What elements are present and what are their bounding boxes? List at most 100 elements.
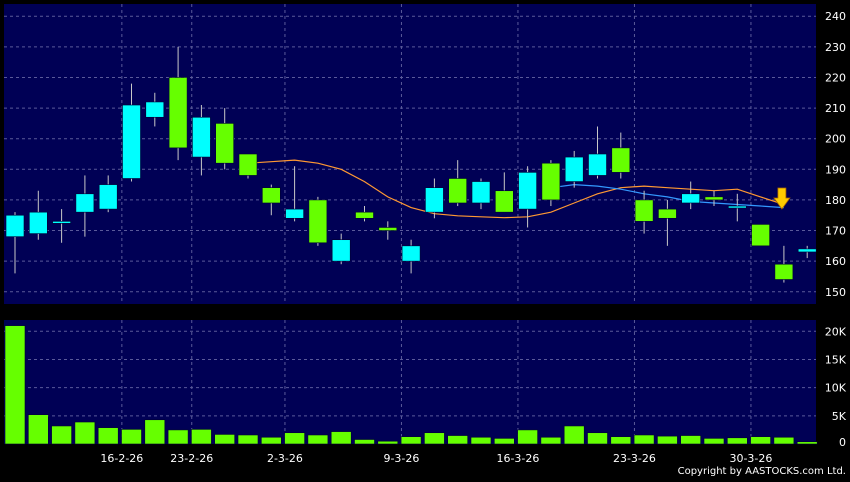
volume-bar — [633, 434, 655, 445]
copyright-text: Copyright by AASTOCKS.com Ltd. — [678, 466, 846, 477]
volume-tick-label: 5K — [832, 410, 847, 423]
candle — [215, 108, 234, 170]
candle-body — [681, 193, 701, 204]
candle-body — [471, 181, 491, 204]
candle — [727, 193, 747, 222]
candle — [145, 92, 165, 127]
candle — [425, 178, 444, 219]
price-tick-label: 240 — [825, 10, 846, 23]
candle-body — [308, 199, 328, 244]
date-tick-label: 2-3-26 — [267, 452, 303, 465]
date-tick-label: 23-3-26 — [613, 452, 656, 465]
candle-body — [634, 199, 654, 222]
volume-bar — [517, 429, 538, 445]
candle-body — [797, 248, 817, 253]
volume-bar — [237, 434, 259, 445]
candle-body — [518, 172, 537, 210]
candle — [261, 184, 281, 216]
volume-bar — [51, 425, 72, 445]
candle — [611, 132, 631, 179]
volume-bar — [354, 439, 375, 445]
candle-body — [215, 123, 234, 164]
candle-body — [331, 239, 351, 262]
candle — [797, 245, 817, 259]
volume-bar — [377, 440, 399, 445]
date-tick-label: 16-2-26 — [100, 452, 143, 465]
volume-bar — [493, 438, 515, 445]
volume-bar — [167, 429, 189, 445]
volume-panel — [4, 320, 816, 444]
volume-bar — [703, 438, 725, 445]
date-tick-label: 30-3-26 — [729, 452, 772, 465]
candle — [704, 190, 724, 207]
candle-body — [611, 147, 631, 173]
candle-body — [774, 263, 794, 280]
candle — [634, 190, 654, 234]
candle-body — [285, 208, 304, 219]
candle-body — [401, 245, 421, 262]
candle-body — [98, 184, 118, 210]
volume-bar — [726, 437, 748, 445]
candle-body — [727, 205, 747, 209]
candle-body — [658, 208, 677, 219]
candle-body — [588, 153, 607, 176]
candle — [75, 175, 95, 237]
candle — [378, 221, 398, 240]
candle — [681, 181, 701, 210]
date-tick-label: 16-3-26 — [496, 452, 539, 465]
price-tick-label: 230 — [825, 41, 846, 54]
volume-bar — [260, 436, 282, 445]
candle-body — [751, 224, 770, 247]
candle-body — [541, 162, 561, 201]
volume-tick-label: 10K — [825, 382, 847, 395]
price-tick-label: 170 — [825, 225, 846, 238]
candle — [5, 212, 25, 274]
volume-bar — [400, 436, 422, 445]
candle — [98, 175, 118, 213]
candle-body — [5, 214, 25, 237]
candle — [331, 233, 351, 265]
candle — [52, 209, 71, 243]
volume-bar — [773, 436, 795, 445]
candle-body — [238, 153, 258, 176]
volume-tick-label: 15K — [825, 353, 847, 366]
volume-bar — [214, 434, 235, 445]
volume-bar — [330, 431, 352, 445]
candle — [541, 160, 561, 207]
candle — [564, 150, 584, 188]
candle — [168, 46, 188, 161]
candle — [28, 190, 48, 240]
volume-bar — [447, 435, 469, 445]
candle-body — [145, 101, 165, 118]
candle-body — [378, 227, 398, 231]
candle — [751, 224, 770, 247]
candle — [774, 245, 794, 283]
candle-body — [564, 156, 584, 182]
volume-bar — [27, 414, 49, 445]
volume-tick-label: 20K — [825, 325, 847, 338]
candle-body — [704, 196, 724, 201]
candle-body — [168, 77, 188, 149]
date-tick-label: 23-2-26 — [170, 452, 213, 465]
volume-bar — [4, 325, 26, 445]
volume-bar — [97, 427, 119, 445]
volume-bar — [470, 436, 492, 445]
candle-body — [425, 187, 444, 213]
volume-bar — [563, 425, 585, 445]
candle — [588, 126, 607, 179]
candle — [448, 160, 468, 207]
candle — [518, 166, 537, 228]
candle — [122, 83, 141, 182]
volume-bar — [74, 421, 96, 445]
volume-bar — [680, 435, 702, 445]
candle-body — [122, 104, 141, 179]
volume-bar — [750, 436, 771, 445]
volume-bar — [144, 419, 166, 445]
candle — [355, 206, 374, 222]
candle — [285, 166, 304, 222]
candle-body — [448, 178, 468, 204]
volume-bar — [587, 432, 608, 445]
price-tick-label: 220 — [825, 71, 846, 84]
candle — [401, 239, 421, 274]
